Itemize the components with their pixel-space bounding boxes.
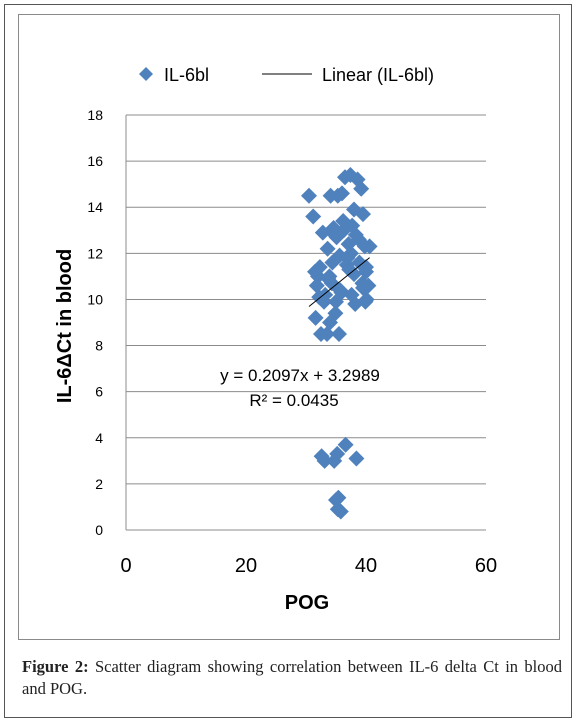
data-point [308,277,325,294]
chart-frame [18,14,560,640]
data-point [339,249,356,266]
legend-series-label: IL-6bl [164,65,209,85]
data-point [337,436,354,453]
data-point [357,293,374,310]
data-point [326,452,343,469]
trendline-equation: y = 0.2097x + 3.2989 [220,366,380,385]
data-point [343,245,359,262]
data-point [348,450,365,467]
data-point [341,261,358,278]
y-tick-label: 12 [87,245,103,261]
legend-trendline-label: Linear (IL-6bl) [322,65,434,85]
y-tick-label: 10 [87,291,103,307]
data-point [350,231,367,248]
data-point [319,326,335,343]
y-tick-label: 16 [87,153,103,169]
y-tick-label: 18 [87,107,103,123]
data-point [324,254,341,271]
data-point [301,187,317,204]
caption-text: Scatter diagram showing correlation betw… [22,657,563,698]
y-tick-label: 14 [87,199,103,215]
figure-caption: Figure 2: Scatter diagram showing correl… [22,656,562,700]
data-point [331,326,347,343]
data-point [305,208,322,225]
gridlines [126,114,486,485]
y-tick-label: 6 [95,384,103,400]
data-point [329,501,346,518]
data-point [310,268,326,285]
data-point [334,185,350,202]
data-point [353,180,370,197]
figure-outer-frame [4,4,572,718]
y-axis-title: IL-6ΔCt in blood [54,249,76,403]
trendline-r2: R² = 0.0435 [249,391,338,410]
x-tick-labels: 0 20 40 60 [120,555,497,577]
data-points [301,166,378,520]
data-point [326,226,343,243]
data-point [319,240,336,257]
data-point [313,448,330,465]
trendline [308,257,370,307]
y-tick-label: 0 [95,522,103,538]
data-point [332,282,349,299]
x-axis-title: POG [285,592,329,614]
data-point [361,238,378,255]
legend: IL-6bl Linear (IL-6bl) [139,65,434,85]
data-point [330,489,347,506]
y-tick-labels: 0 2 4 6 8 10 12 14 16 18 [87,107,103,538]
data-point [322,314,338,331]
legend-diamond-marker [139,67,153,81]
y-tick-label: 8 [95,338,103,354]
y-tick-label: 4 [95,430,103,446]
x-tick-label: 60 [475,555,497,577]
caption-label: Figure 2: [22,657,89,676]
data-point [307,309,324,326]
x-tick-label: 40 [355,555,377,577]
y-tick-label: 2 [95,476,103,492]
data-point [355,206,371,223]
x-tick-label: 0 [120,555,131,577]
data-point [358,263,374,280]
x-tick-label: 20 [235,555,257,577]
